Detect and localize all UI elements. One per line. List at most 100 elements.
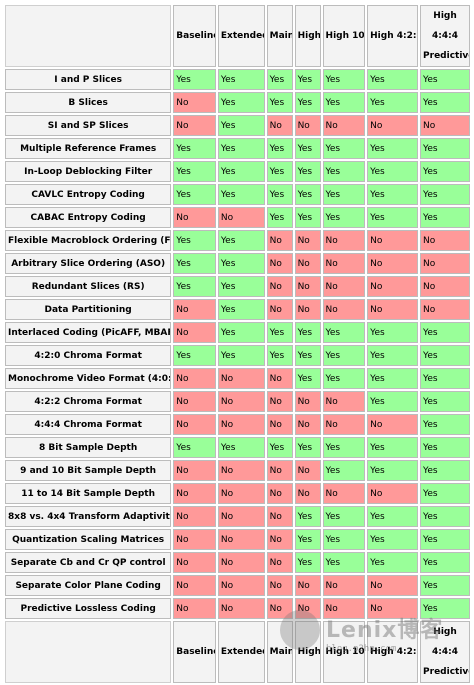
column-header: Baseline (173, 5, 216, 67)
support-cell: Yes (266, 322, 293, 343)
table-row: CAVLC Entropy Coding Yes Yes Yes Yes Yes Yes Ye… (5, 184, 470, 205)
support-cell: Yes (367, 138, 419, 159)
support-cell: No (173, 529, 216, 550)
support-cell: Yes (420, 345, 470, 366)
feature-label: 8x8 vs. 4x4 Transform Adaptivity (5, 506, 172, 527)
support-cell: No (217, 529, 265, 550)
support-cell: No (173, 299, 216, 320)
support-cell: Yes (367, 69, 419, 90)
support-cell: No (367, 483, 419, 504)
support-cell: No (173, 506, 216, 527)
support-cell: No (322, 299, 366, 320)
table-row: In-Loop Deblocking Filter Yes Yes Yes Yes Yes… (5, 161, 470, 182)
table-row: 8x8 vs. 4x4 Transform Adaptivity No No No Ye… (5, 506, 470, 527)
table-row: 9 and 10 Bit Sample Depth No No No No Yes Yes Y… (5, 460, 470, 481)
table-row: CABAC Entropy Coding No No Yes Yes Yes Yes Yes (5, 207, 470, 228)
support-cell: No (266, 460, 293, 481)
support-cell: Yes (322, 368, 366, 389)
support-cell: Yes (294, 184, 321, 205)
support-cell: No (266, 276, 293, 297)
feature-label: Separate Color Plane Coding (5, 575, 172, 596)
table-row: 4:4:4 Chroma Format No No No No No No Yes (5, 414, 470, 435)
support-cell: No (217, 207, 265, 228)
support-cell: Yes (322, 184, 366, 205)
support-cell: No (173, 391, 216, 412)
feature-label: Flexible Macroblock Ordering (FMO) (5, 230, 172, 251)
support-cell: No (266, 368, 293, 389)
feature-label: 8 Bit Sample Depth (5, 437, 172, 458)
support-cell: Yes (322, 69, 366, 90)
support-cell: No (294, 391, 321, 412)
support-cell: No (367, 230, 419, 251)
support-cell: No (217, 552, 265, 573)
support-cell: No (294, 230, 321, 251)
support-cell: Yes (322, 92, 366, 113)
support-cell: No (322, 598, 366, 619)
support-cell: Yes (266, 92, 293, 113)
table-row: B Slices No Yes Yes Yes Yes Yes Yes (5, 92, 470, 113)
support-cell: No (173, 92, 216, 113)
feature-label: 4:4:4 Chroma Format (5, 414, 172, 435)
support-cell: No (294, 253, 321, 274)
support-cell: No (294, 276, 321, 297)
support-cell: Yes (322, 529, 366, 550)
support-cell: Yes (420, 161, 470, 182)
column-header: High 4:2:2 (367, 5, 419, 67)
support-cell: Yes (367, 322, 419, 343)
table-row: Interlaced Coding (PicAFF, MBAFF) No Yes Ye… (5, 322, 470, 343)
feature-label: In-Loop Deblocking Filter (5, 161, 172, 182)
column-header: Extended (217, 5, 265, 67)
support-cell: Yes (266, 161, 293, 182)
support-cell: No (322, 115, 366, 136)
support-cell: No (173, 598, 216, 619)
support-cell: Yes (173, 230, 216, 251)
support-cell: Yes (217, 276, 265, 297)
support-cell: Yes (367, 161, 419, 182)
column-footer: High 4:2:2 (367, 621, 419, 683)
table-row: 8 Bit Sample Depth Yes Yes Yes Yes Yes Yes Yes (5, 437, 470, 458)
support-cell: Yes (294, 552, 321, 573)
support-cell: Yes (294, 506, 321, 527)
footer-corner-cell (5, 621, 172, 683)
table-body: I and P Slices Yes Yes Yes Yes Yes Yes Yes B Sli… (5, 69, 470, 619)
feature-label: B Slices (5, 92, 172, 113)
feature-label: Quantization Scaling Matrices (5, 529, 172, 550)
support-cell: Yes (217, 115, 265, 136)
support-cell: Yes (173, 138, 216, 159)
table-row: Arbitrary Slice Ordering (ASO) Yes Yes No No… (5, 253, 470, 274)
table-row: 4:2:2 Chroma Format No No No No No Yes Yes (5, 391, 470, 412)
support-cell: Yes (420, 460, 470, 481)
support-cell: No (266, 414, 293, 435)
support-cell: Yes (367, 368, 419, 389)
support-cell: Yes (367, 437, 419, 458)
support-cell: No (294, 598, 321, 619)
support-cell: Yes (367, 529, 419, 550)
support-cell: No (173, 115, 216, 136)
support-cell: Yes (322, 552, 366, 573)
footer-row: Baseline Extended Main High High 10 High… (5, 621, 470, 683)
support-cell: Yes (217, 230, 265, 251)
support-cell: Yes (217, 69, 265, 90)
support-cell: No (322, 276, 366, 297)
feature-label: CAVLC Entropy Coding (5, 184, 172, 205)
support-cell: No (173, 483, 216, 504)
support-cell: No (322, 414, 366, 435)
support-cell: Yes (420, 69, 470, 90)
column-header: High 4:4:4 Predictive (420, 5, 470, 67)
table-row: Quantization Scaling Matrices No No No Yes Ye… (5, 529, 470, 550)
support-cell: No (322, 483, 366, 504)
support-cell: Yes (294, 529, 321, 550)
support-cell: Yes (420, 322, 470, 343)
support-cell: No (266, 391, 293, 412)
support-cell: No (173, 552, 216, 573)
support-cell: Yes (294, 345, 321, 366)
support-cell: Yes (217, 253, 265, 274)
support-cell: No (266, 230, 293, 251)
support-cell: Yes (367, 391, 419, 412)
support-cell: No (217, 598, 265, 619)
support-cell: Yes (420, 552, 470, 573)
support-cell: No (322, 575, 366, 596)
support-cell: No (217, 483, 265, 504)
column-header: Main (266, 5, 293, 67)
profile-comparison-table: Baseline Extended Main High High 10 High… (3, 3, 472, 685)
